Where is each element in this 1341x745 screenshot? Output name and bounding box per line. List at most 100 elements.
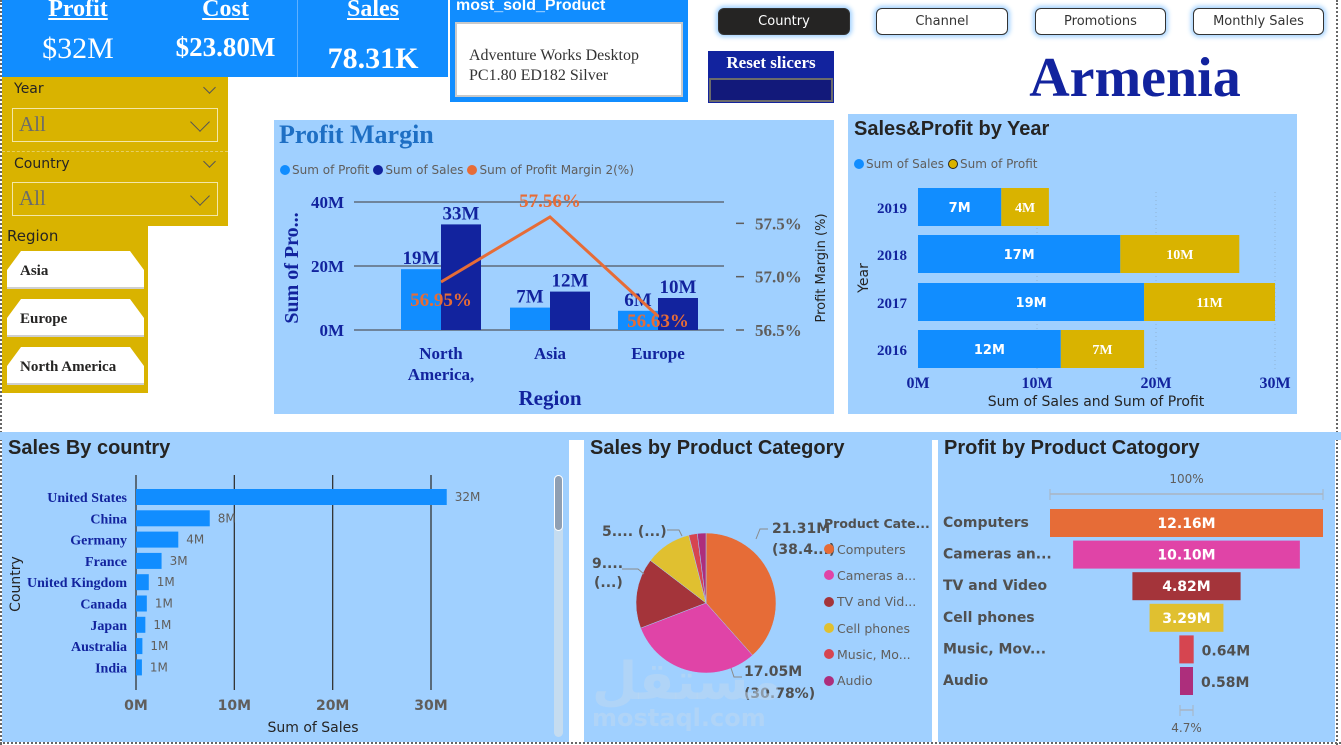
chart-title: Sales By country	[8, 437, 171, 459]
y-tick-label: China	[90, 512, 127, 527]
most-sold-product-box: Adventure Works Desktop PC1.80 ED182 Silv…	[455, 22, 683, 97]
data-label: 1M	[150, 660, 168, 674]
scrollbar-thumb[interactable]	[554, 475, 563, 531]
pie-legend-item[interactable]: Music, Mo...	[824, 641, 916, 667]
scrollbar-track[interactable]	[554, 475, 563, 737]
pie-data-label: (30.78%)	[744, 686, 815, 702]
legend-dot	[948, 159, 959, 169]
year-slicer-collapse-icon[interactable]	[203, 81, 216, 94]
nav-button-monthly-sales[interactable]: Monthly Sales	[1193, 8, 1324, 35]
pie-legend-item[interactable]: Audio	[824, 667, 916, 693]
bar	[136, 552, 162, 569]
sales-profit-by-year-plot: 7M 4M 2019 17M 10M 2018 19M 11M 2017 12M 7M 2016 0M 1…	[856, 188, 1291, 410]
sales-by-product-category-chart: Sales by Product Category 21.31M (38.4...…	[584, 432, 932, 742]
bar	[136, 489, 447, 505]
legend-item[interactable]: Sum of Sales	[373, 163, 463, 177]
data-label: 1M	[150, 639, 168, 653]
x-tick-label: 30M	[414, 698, 447, 714]
bar-profit	[1060, 330, 1145, 368]
data-label-profit-margin: 56.63%	[627, 311, 689, 332]
y-axis-title: Year	[856, 263, 872, 294]
legend-label: Computers	[837, 541, 906, 557]
region-option-north-america[interactable]: North America	[7, 347, 144, 385]
chevron-down-icon	[190, 112, 210, 132]
bar-sales	[918, 283, 1145, 321]
legend-dot	[373, 165, 384, 175]
nav-button-channel[interactable]: Channel	[876, 8, 1008, 35]
y-tick-label: Australia	[71, 640, 127, 655]
most-sold-product-value: Adventure Works Desktop PC1.80 ED182 Silv…	[469, 46, 639, 86]
pie-legend-item[interactable]: Cell phones	[824, 615, 916, 641]
pie-legend-item[interactable]: Cameras a...	[824, 562, 916, 588]
chart-title: Sales by Product Category	[590, 437, 845, 459]
nav-button-country[interactable]: Country	[718, 8, 850, 35]
nav-button-promotions[interactable]: Promotions	[1035, 8, 1166, 35]
kpi-profit-value: $32M	[42, 32, 114, 65]
legend-dot	[824, 623, 834, 634]
funnel-bar	[1073, 540, 1300, 569]
region-option-label: Asia	[20, 263, 49, 279]
category-label: Cameras an...	[943, 547, 1052, 563]
leader-line	[667, 529, 683, 537]
y2-axis-title: Profit Margin (%)	[814, 213, 829, 322]
legend-label: Sum of Sales	[385, 163, 464, 177]
sales-by-country-chart: Sales By country 0M 10M 20M 30M 32M United St…	[2, 432, 569, 742]
legend-dot	[824, 570, 834, 581]
y-tick-label: Canada	[80, 598, 127, 613]
funnel-bar	[1149, 603, 1224, 632]
legend-label: Sum of Profit	[292, 163, 370, 177]
data-label: 0.64M	[1202, 643, 1250, 659]
x-axis-title: Sum of Sales and Sum of Profit	[988, 394, 1205, 410]
country-slicer-collapse-icon[interactable]	[203, 155, 216, 168]
region-option-europe[interactable]: Europe	[7, 299, 144, 337]
pie-legend-item[interactable]: TV and Vid...	[824, 589, 916, 615]
y-tick-label: 20M	[311, 257, 344, 276]
category-label: Music, Mov...	[943, 641, 1046, 657]
page-border-left	[0, 0, 2, 745]
y-tick-label: 0M	[319, 321, 344, 340]
bar	[136, 510, 210, 527]
pie-legend-item[interactable]: Computers	[824, 536, 916, 562]
data-label-profit: 19M	[403, 248, 440, 269]
kpi-sales-value: 78.31K	[327, 42, 419, 75]
legend-dot	[824, 675, 834, 686]
chart-title: Profit Margin	[279, 120, 434, 149]
legend-item[interactable]: Sum of Profit Margin 2(%)	[467, 163, 634, 177]
data-label: 0.58M	[1201, 675, 1249, 691]
country-slicer-dropdown[interactable]: All	[12, 182, 218, 216]
legend-item[interactable]: Sum of Profit	[948, 157, 1037, 171]
x-axis-title: Sum of Sales	[267, 720, 358, 736]
y-axis-title: Country	[8, 556, 24, 612]
pie-plot: 21.31M (38.4...) 17.05M (30.78%) 9.... (...) 5…	[592, 521, 835, 702]
percent-label-top: 100%	[1169, 472, 1203, 486]
legend-label: Sum of Profit	[960, 157, 1038, 171]
data-label: 4M	[186, 533, 204, 547]
year-slicer-value: All	[19, 112, 46, 136]
chart-legend: Sum of Sales Sum of Profit	[854, 157, 1037, 171]
chart-title: Profit by Product Catogory	[944, 437, 1200, 459]
region-slicer-label: Region	[7, 227, 59, 245]
region-option-label: North America	[20, 359, 117, 375]
profit-by-product-category-chart: Profit by Product Catogory 100% Computers…	[938, 432, 1335, 742]
legend-dot	[824, 544, 834, 555]
data-label-profit: 4M	[1015, 201, 1035, 216]
data-label: 32M	[455, 490, 481, 504]
legend-item[interactable]: Sum of Sales	[854, 157, 944, 171]
y-tick-label: United Kingdom	[27, 576, 127, 591]
legend-item[interactable]: Sum of Profit	[280, 163, 369, 177]
year-slicer-dropdown[interactable]: All	[12, 108, 218, 142]
region-option-asia[interactable]: Asia	[7, 251, 144, 289]
slicer-panel: Year All Country All	[2, 77, 228, 226]
data-label: 1M	[153, 618, 171, 632]
legend-dot	[824, 649, 834, 660]
data-label-sales: 7M	[949, 201, 971, 216]
percent-label-bottom: 4.7%	[1171, 721, 1202, 735]
region-option-label: Europe	[20, 311, 68, 327]
bar-profit	[1001, 188, 1049, 226]
pie-legend-title: Product Cate...	[824, 516, 930, 531]
chevron-down-icon	[190, 186, 210, 206]
y-tick-label: 2018	[877, 248, 907, 264]
funnel-bar	[1179, 667, 1194, 695]
reset-slicers-button[interactable]: Reset slicers	[708, 51, 834, 103]
most-sold-product-card: most_sold_Product Adventure Works Deskto…	[450, 0, 688, 102]
